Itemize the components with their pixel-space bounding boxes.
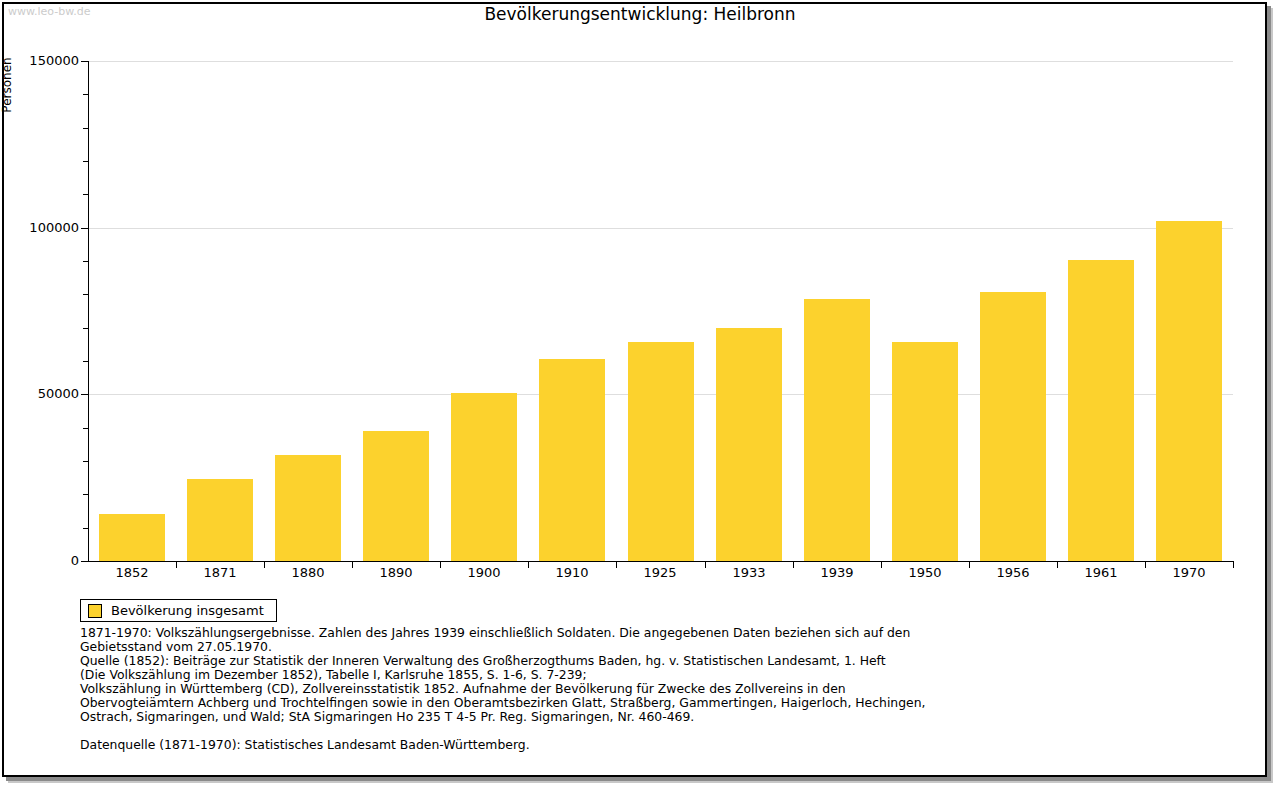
bar-1939 [804, 299, 870, 561]
x-tick-label: 1925 [616, 566, 704, 580]
footnote-line: Ostrach, Sigmaringen, und Wald; StA Sigm… [80, 710, 1210, 724]
bar-1961 [1068, 260, 1134, 561]
y-minor-tick [83, 328, 88, 329]
y-major-tick [81, 61, 88, 62]
footnote-line: Volkszählung in Württemberg (CD), Zollve… [80, 682, 1210, 696]
bar-1900 [451, 393, 517, 561]
x-tick-label: 1880 [264, 566, 352, 580]
x-tick-label: 1871 [176, 566, 264, 580]
x-tick-label: 1939 [793, 566, 881, 580]
y-axis-label: Personen [0, 49, 14, 121]
gridline [89, 61, 1233, 62]
bar-1890 [363, 431, 429, 561]
x-tick-label: 1933 [705, 566, 793, 580]
y-minor-tick [83, 494, 88, 495]
x-axis-line [88, 561, 1234, 562]
y-major-tick [81, 561, 88, 562]
x-tick-label: 1956 [969, 566, 1057, 580]
bar-1910 [539, 359, 605, 561]
y-minor-tick [83, 194, 88, 195]
y-minor-tick [83, 461, 88, 462]
y-minor-tick [83, 261, 88, 262]
bar-1880 [275, 455, 341, 561]
bar-1852 [99, 514, 165, 561]
y-major-tick [81, 394, 88, 395]
y-minor-tick [83, 361, 88, 362]
bar-1933 [716, 328, 782, 561]
footnote-line: Quelle (1852): Beiträge zur Statistik de… [80, 654, 1210, 668]
bar-1956 [980, 292, 1046, 561]
legend: Bevölkerung insgesamt [80, 599, 277, 622]
y-minor-tick [83, 294, 88, 295]
legend-swatch [88, 604, 102, 618]
bar-1925 [628, 342, 694, 561]
footnote-line: Gebietsstand vom 27.05.1970. [80, 640, 1210, 654]
bar-1970 [1156, 221, 1222, 561]
gridline [89, 228, 1233, 229]
y-minor-tick [83, 428, 88, 429]
legend-label: Bevölkerung insgesamt [111, 603, 264, 618]
y-tick-label: 0 [0, 554, 79, 568]
y-minor-tick [83, 94, 88, 95]
x-tick-label: 1910 [528, 566, 616, 580]
x-tick-label: 1961 [1057, 566, 1145, 580]
y-major-tick [81, 228, 88, 229]
x-tick-label: 1852 [88, 566, 176, 580]
y-minor-tick [83, 128, 88, 129]
x-tick-label: 1970 [1145, 566, 1233, 580]
footnote-line: 1871-1970: Volkszählungsergebnisse. Zahl… [80, 626, 1210, 640]
y-tick-label: 100000 [0, 221, 79, 235]
footnotes: 1871-1970: Volkszählungsergebnisse. Zahl… [80, 626, 1210, 724]
datasource-note: Datenquelle (1871-1970): Statistisches L… [80, 738, 530, 752]
y-minor-tick [83, 161, 88, 162]
bar-1871 [187, 479, 253, 561]
y-axis-line [88, 61, 89, 562]
x-tick-label: 1950 [881, 566, 969, 580]
y-minor-tick [83, 528, 88, 529]
bar-1950 [892, 342, 958, 561]
chart-title: Bevölkerungsentwicklung: Heilbronn [0, 4, 1280, 24]
footnote-line: Obervogteiämtern Achberg und Trochtelfin… [80, 696, 1210, 710]
x-tick-label: 1900 [440, 566, 528, 580]
x-tick-label: 1890 [352, 566, 440, 580]
footnote-line: (Die Volkszählung im Dezember 1852), Tab… [80, 668, 1210, 682]
x-tick [1233, 562, 1234, 568]
y-tick-label: 50000 [0, 387, 79, 401]
